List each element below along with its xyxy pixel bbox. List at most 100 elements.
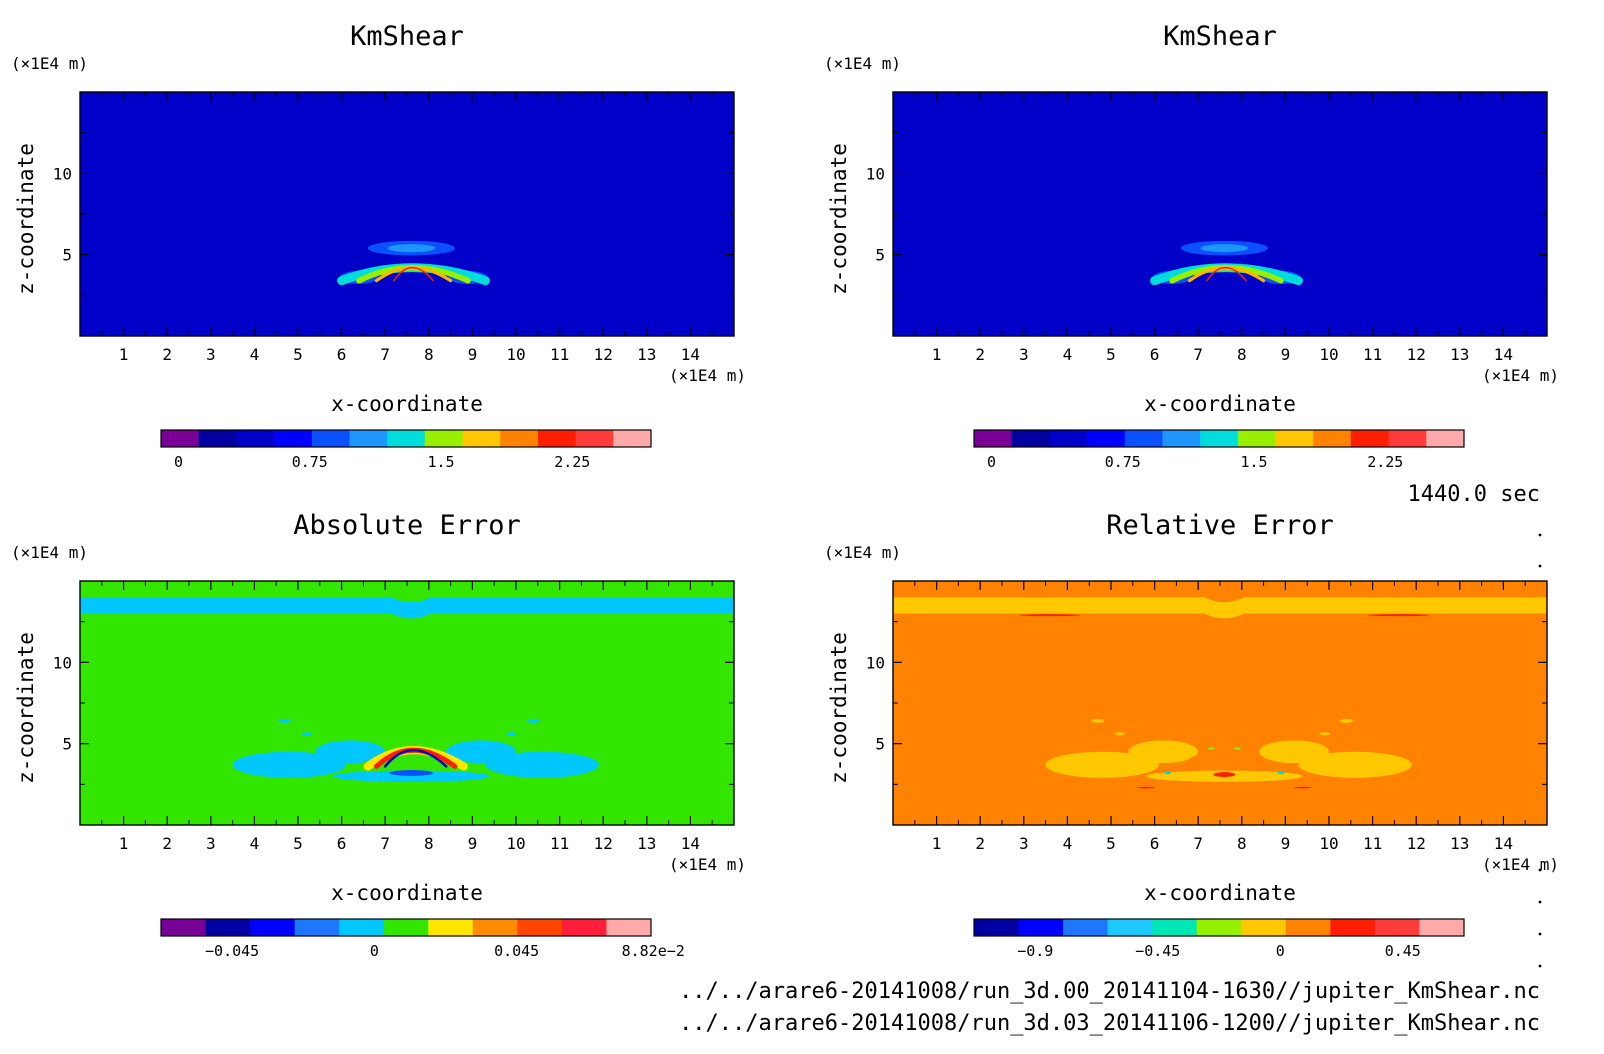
contour-patch <box>301 732 312 736</box>
x-tick-label: 3 <box>206 834 216 853</box>
x-tick-label: 14 <box>681 345 700 364</box>
x-tick-label: 1 <box>932 834 942 853</box>
x-axis: 1 2 3 4 5 6 7 8 9 10 11 12 13 14 <box>914 581 1526 853</box>
colorbar-segment <box>349 430 388 447</box>
x-tick-label: 5 <box>1106 834 1116 853</box>
z-unit-label: (×1E4 m) <box>11 543 88 562</box>
contour-patch <box>446 740 516 764</box>
x-tick-label: 1 <box>119 834 129 853</box>
z-tick-label: 10 <box>53 164 72 183</box>
chart-title: KmShear <box>1163 21 1277 52</box>
x-tick-label: 2 <box>162 345 172 364</box>
z-axis: 5 10 <box>53 132 734 296</box>
side-dot <box>1538 533 1542 537</box>
chart-title: Absolute Error <box>293 510 521 541</box>
colorbar-segment <box>1419 919 1465 936</box>
colorbar-segment <box>606 919 652 936</box>
colorbar-segment <box>1200 430 1239 447</box>
x-tick-label: 10 <box>1319 834 1338 853</box>
contour-patch <box>389 770 434 776</box>
x-tick-label: 7 <box>1193 345 1203 364</box>
x-tick-label: 6 <box>1150 345 1160 364</box>
colorbar-segment <box>1275 430 1314 447</box>
colorbar-segment <box>1313 430 1352 447</box>
side-dots <box>1538 533 1542 968</box>
x-tick-label: 11 <box>550 345 569 364</box>
colorbar-frame <box>160 429 652 448</box>
contour-field <box>80 92 734 336</box>
colorbar-segment <box>1241 919 1287 936</box>
x-tick-label: 11 <box>1363 345 1382 364</box>
contour-patch <box>1277 771 1285 775</box>
colorbar-segment <box>1196 919 1242 936</box>
colorbar-tick-label: 0.045 <box>494 942 539 960</box>
contour-patch <box>1137 786 1155 789</box>
x-axis-label: x-coordinate <box>1144 881 1296 905</box>
colorbar-segment <box>1330 919 1376 936</box>
x-tick-label: 13 <box>1450 345 1469 364</box>
contour-patch <box>1339 718 1353 723</box>
x-tick-label: 9 <box>468 834 478 853</box>
x-tick-label: 1 <box>932 345 942 364</box>
colorbar-segment <box>1011 430 1050 447</box>
colorbar-segment <box>1087 430 1126 447</box>
contour-ridge <box>1206 266 1247 282</box>
contour-patch <box>1259 740 1329 764</box>
contour-patch <box>1233 747 1241 750</box>
panels: KmShear(×1E4 m)1 2 3 4 5 6 7 8 9 10 11 12 13 14(×1E4 … <box>11 21 1559 960</box>
z-axis: 5 10 <box>53 621 734 785</box>
x-tick-label: 8 <box>424 834 434 853</box>
relative-error-panel: Relative Error(×1E4 m)1 2 3 4 5 6 7 8 9 10 11 12 13 1… <box>824 510 1559 960</box>
x-tick-label: 4 <box>250 345 260 364</box>
colorbar-segment <box>613 430 652 447</box>
x-axis-label: x-coordinate <box>331 881 483 905</box>
z-tick-label: 10 <box>53 653 72 672</box>
contour-ridge <box>383 749 448 768</box>
colorbar-segment <box>1162 430 1201 447</box>
x-tick-label: 13 <box>637 345 656 364</box>
x-tick-label: 9 <box>1281 834 1291 853</box>
colorbar-segment <box>294 919 340 936</box>
colorbar-tick-label: 0.75 <box>292 453 328 471</box>
x-tick-label: 13 <box>637 834 656 853</box>
side-dot <box>1538 964 1542 968</box>
colorbar-segment <box>311 430 350 447</box>
x-tick-label: 12 <box>1407 345 1426 364</box>
colorbar-tick-label: 0 <box>174 453 183 471</box>
contour-patch <box>1128 740 1199 764</box>
colorbar-segment <box>383 919 429 936</box>
z-tick-label: 10 <box>866 653 885 672</box>
x-tick-label: 6 <box>337 345 347 364</box>
contour-patch <box>1019 614 1081 617</box>
colorbar-tick-label: −0.9 <box>1017 942 1053 960</box>
x-tick-label: 4 <box>1063 834 1073 853</box>
kmshear-1-panel: KmShear(×1E4 m)1 2 3 4 5 6 7 8 9 10 11 12 13 14(×1E4 … <box>11 21 746 471</box>
colorbar-segment <box>472 919 518 936</box>
colorbar-segment <box>1063 919 1109 936</box>
colorbar-segment <box>274 430 313 447</box>
colorbar-segment <box>974 919 1020 936</box>
colorbar-segment <box>537 430 577 447</box>
z-axis-label: z-coordinate <box>827 632 851 784</box>
contour-patch <box>1164 771 1172 775</box>
colorbar-segment <box>1018 919 1064 936</box>
colorbar-segment <box>1350 430 1390 447</box>
colorbar-tick-label: −0.45 <box>1135 942 1180 960</box>
contour-ridge <box>1178 749 1280 769</box>
contour-patch <box>315 740 386 764</box>
x-tick-label: 6 <box>337 834 347 853</box>
x-unit-label: (×1E4 m) <box>1482 366 1559 385</box>
colorbar-tick-label: 2.25 <box>1367 453 1403 471</box>
x-tick-label: 10 <box>506 834 525 853</box>
colorbar-frame <box>973 429 1465 448</box>
side-dot <box>1538 900 1542 904</box>
colorbar-segment <box>517 919 563 936</box>
contour-patch <box>1045 751 1159 778</box>
x-tick-label: 11 <box>1363 834 1382 853</box>
colorbar-segment <box>161 919 207 936</box>
z-axis-label: z-coordinate <box>827 143 851 295</box>
colorbar-segment <box>424 430 464 447</box>
contour-ridge <box>393 266 434 282</box>
field-background <box>80 92 734 336</box>
